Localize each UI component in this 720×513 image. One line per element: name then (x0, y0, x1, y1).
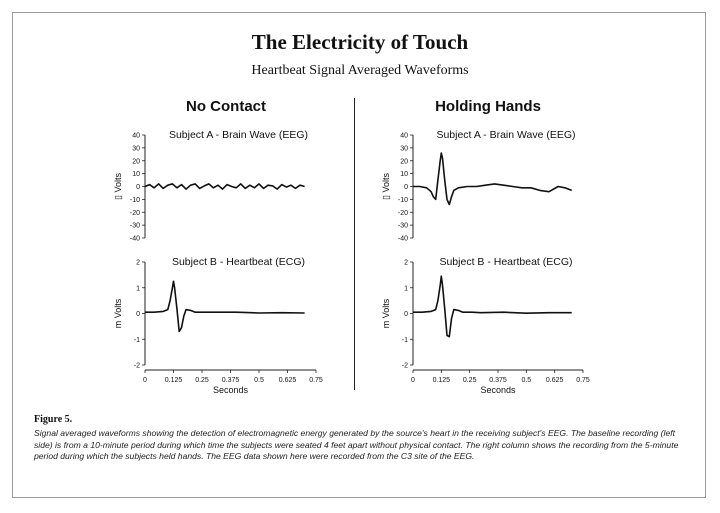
panel-title: Subject A - Brain Wave (EEG) (436, 129, 575, 141)
y-tick-label: 0 (136, 184, 140, 191)
panel-title: Subject A - Brain Wave (EEG) (169, 129, 308, 141)
y-tick-label: 30 (400, 145, 408, 152)
waveform-line (144, 183, 305, 190)
x-tick-label: 0 (411, 377, 415, 384)
y-tick-label: 0 (136, 311, 140, 318)
x-tick-label: 0.75 (309, 377, 323, 384)
y-tick-label: -1 (402, 337, 408, 344)
y-axis-label: ▯ Volts (381, 173, 391, 200)
x-tick-label: 0.375 (489, 377, 507, 384)
column-divider (354, 98, 355, 390)
y-tick-label: -20 (130, 210, 140, 217)
waveform-line (145, 280, 305, 333)
y-tick-label: 10 (400, 171, 408, 178)
x-tick-label: 0.625 (279, 377, 297, 384)
y-axis-label: ▯ Volts (113, 173, 123, 200)
y-tick-label: -30 (398, 223, 408, 230)
x-tick-label: 0.125 (165, 377, 183, 384)
x-tick-label: 0.75 (576, 377, 590, 384)
y-axis-label: m Volts (113, 298, 123, 328)
column-heading-holding-hands: Holding Hands (435, 98, 541, 115)
waveform-line (413, 275, 572, 338)
x-tick-label: 0.25 (195, 377, 209, 384)
y-tick-label: -20 (398, 210, 408, 217)
x-axis-label: Seconds (213, 385, 249, 395)
x-tick-label: 0 (143, 377, 147, 384)
x-tick-label: 0.375 (222, 377, 240, 384)
y-tick-label: 20 (132, 158, 140, 165)
y-tick-label: -10 (398, 197, 408, 204)
y-tick-label: -40 (130, 236, 140, 243)
x-tick-label: 0.5 (254, 377, 264, 384)
y-tick-label: 0 (404, 311, 408, 318)
y-axis-label: m Volts (381, 298, 391, 328)
y-tick-label: 1 (404, 285, 408, 292)
x-tick-label: 0.5 (521, 377, 531, 384)
y-tick-label: 2 (136, 260, 140, 267)
figure-number: Figure 5. (34, 414, 73, 425)
y-tick-label: 10 (132, 171, 140, 178)
y-tick-label: -30 (130, 223, 140, 230)
y-tick-label: 20 (400, 158, 408, 165)
y-tick-label: 30 (132, 145, 140, 152)
y-tick-label: 40 (132, 133, 140, 140)
figure-title: The Electricity of Touch (251, 30, 469, 54)
x-tick-label: 0.25 (463, 377, 477, 384)
x-axis-label: Seconds (480, 385, 516, 395)
y-tick-label: -2 (134, 363, 140, 370)
panel-title: Subject B - Heartbeat (ECG) (439, 256, 572, 268)
y-tick-label: 0 (404, 184, 408, 191)
y-tick-label: -2 (402, 363, 408, 370)
x-tick-label: 0.125 (433, 377, 451, 384)
y-tick-label: -1 (134, 337, 140, 344)
x-tick-label: 0.625 (546, 377, 564, 384)
y-tick-label: 40 (400, 133, 408, 140)
figure-frame (12, 12, 706, 498)
figure-subtitle: Heartbeat Signal Averaged Waveforms (251, 63, 469, 78)
y-tick-label: 1 (136, 285, 140, 292)
y-tick-label: -40 (398, 236, 408, 243)
column-heading-no-contact: No Contact (186, 98, 266, 115)
waveform-line (413, 152, 572, 206)
panel-title: Subject B - Heartbeat (ECG) (172, 256, 305, 268)
figure-caption: Signal averaged waveforms showing the de… (34, 428, 679, 462)
y-tick-label: -10 (130, 197, 140, 204)
y-tick-label: 2 (404, 260, 408, 267)
